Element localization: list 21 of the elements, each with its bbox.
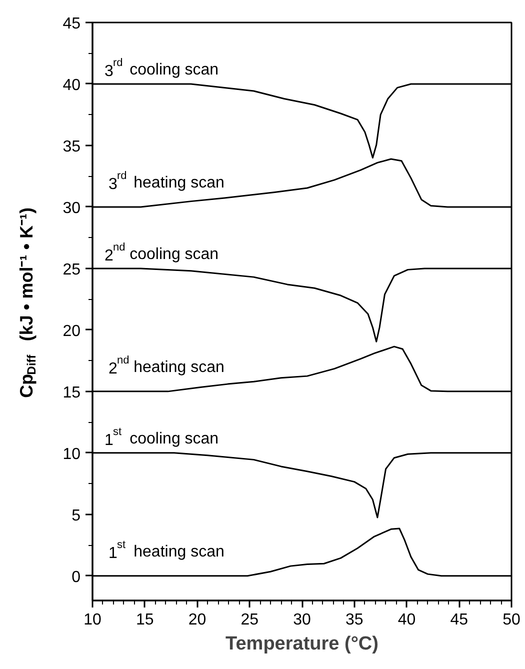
x-tick-label: 35 [345, 612, 364, 628]
y-tick-label: 35 [62, 138, 81, 156]
x-tick-label: 20 [188, 612, 206, 628]
y-tick-label: 40 [62, 76, 81, 94]
y-tick-label: 45 [62, 16, 81, 32]
y-tick-label: 10 [62, 446, 81, 463]
x-tick-label: 25 [240, 612, 259, 628]
y-axis-title: CpDiff (kJ • mol⁻¹ • K⁻¹) [16, 208, 38, 398]
y-tick-label: 30 [62, 200, 81, 217]
y-tick-label: 0 [72, 568, 81, 586]
x-tick-label: 30 [293, 612, 311, 628]
y-tick-label: 25 [62, 261, 81, 278]
x-tick-label: 45 [450, 612, 468, 628]
y-tick-label: 15 [62, 384, 81, 402]
x-tick-label: 15 [136, 612, 154, 628]
x-axis-title: Temperature (°C) [226, 634, 378, 654]
x-tick-label: 10 [84, 612, 102, 628]
x-tick-label: 50 [502, 612, 520, 628]
x-tick-label: 40 [398, 612, 416, 628]
y-tick-label: 5 [72, 507, 81, 524]
y-tick-label: 20 [62, 322, 81, 340]
